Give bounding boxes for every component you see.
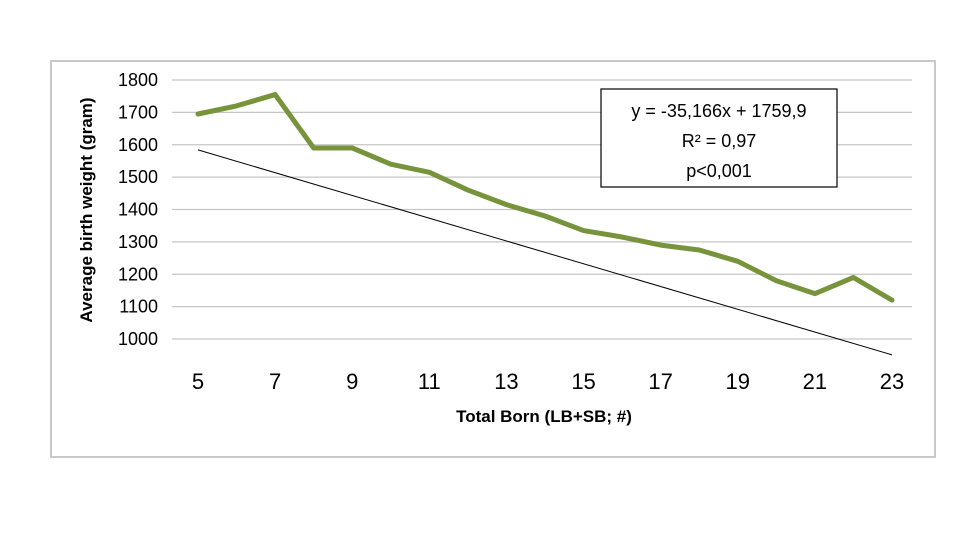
y-tick-label: 1500 (118, 167, 158, 187)
chart-frame: 1000 1100 1200 1300 1400 1500 1600 1700 1800 5 7 9… (50, 60, 936, 458)
y-tick-label: 1100 (119, 297, 158, 317)
x-tick-label: 11 (418, 369, 441, 394)
equation-line: y = -35,166x + 1759,9 (631, 101, 806, 121)
y-axis-title: Average birth weight (gram) (77, 97, 96, 322)
gridlines (172, 79, 912, 340)
series-layer (195, 92, 895, 303)
equation-box-frame (600, 88, 838, 188)
y-tick-label: 1400 (118, 200, 158, 220)
page-title (60, 0, 940, 11)
y-axis-ticks: 1000 1100 1200 1300 1400 1500 1600 1700 1800 (118, 70, 158, 349)
x-tick-label: 19 (726, 369, 750, 394)
y-tick-label: 1000 (118, 329, 158, 349)
y-tick-label: 1300 (118, 232, 158, 252)
x-tick-label: 15 (571, 369, 595, 394)
x-tick-label: 23 (880, 369, 904, 394)
x-tick-label: 9 (346, 369, 358, 394)
equation-line: R² = 0,97 (682, 131, 757, 151)
line-chart: 1000 1100 1200 1300 1400 1500 1600 1700 1800 5 7 9… (77, 70, 912, 426)
y-tick-label: 1700 (118, 102, 158, 122)
y-tick-label: 1800 (118, 70, 158, 90)
x-axis-ticks: 5 7 9 11 13 15 17 19 21 23 (192, 369, 904, 394)
y-tick-label: 1600 (118, 135, 158, 155)
x-axis-title: Total Born (LB+SB; #) (456, 407, 632, 426)
y-tick-label: 1200 (118, 264, 158, 284)
x-tick-label: 5 (192, 369, 204, 394)
trendline (197, 149, 893, 356)
x-tick-label: 13 (494, 369, 518, 394)
x-tick-label: 17 (648, 369, 672, 394)
equation-line: p<0,001 (686, 161, 752, 181)
trendline-layer (197, 149, 893, 356)
x-tick-label: 21 (803, 369, 827, 394)
x-tick-label: 7 (269, 369, 281, 394)
equation-box: y = -35,166x + 1759,9 R² = 0,97 p<0,001 (600, 88, 838, 188)
